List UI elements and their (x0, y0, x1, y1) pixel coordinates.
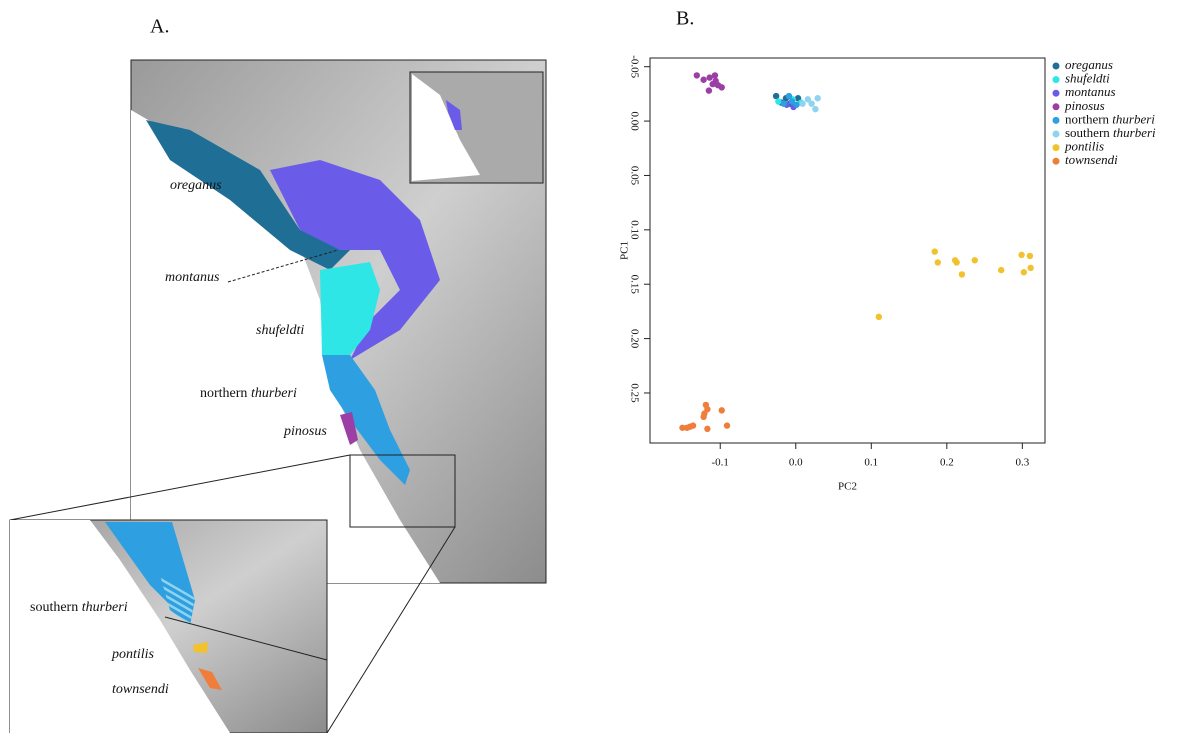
map-label: northern thurberi (200, 386, 297, 401)
y-axis-label: PC1 (619, 241, 631, 260)
point (719, 84, 725, 90)
point (724, 422, 730, 428)
plot-frame (650, 58, 1045, 443)
legend-swatch (1053, 63, 1060, 70)
map-label: pontilis (111, 647, 155, 662)
point (780, 100, 786, 106)
point (700, 414, 706, 420)
point (700, 77, 706, 83)
y-tick-label: 0.15 (628, 275, 640, 295)
y-tick-label: 0.05 (628, 166, 640, 186)
panel-label: B. (676, 8, 694, 30)
x-tick-label: 0.1 (864, 457, 878, 469)
point (719, 407, 725, 413)
point (704, 426, 710, 432)
point (935, 259, 941, 265)
legend-swatch (1053, 158, 1060, 165)
y-tick-label: 0.20 (628, 329, 640, 349)
point (876, 314, 882, 320)
point (812, 106, 818, 112)
map-label: oreganus (170, 178, 222, 193)
map-label: pinosus (283, 424, 327, 439)
map-label: townsendi (112, 682, 169, 697)
point (1021, 269, 1027, 275)
point (1027, 253, 1033, 259)
y-tick-label: -0.05 (628, 55, 640, 78)
x-tick-label: 0.3 (1015, 457, 1029, 469)
point (793, 102, 799, 108)
x-tick-label: 0.2 (940, 457, 954, 469)
point (690, 422, 696, 428)
figure: A. oreganus montanus shufeldti northern … (0, 0, 1187, 733)
x-tick-label: 0.0 (789, 457, 803, 469)
point (808, 100, 814, 106)
legend-label: townsendi (1065, 152, 1118, 167)
point (972, 257, 978, 263)
point (786, 93, 792, 99)
point (694, 72, 700, 78)
map-label: montanus (165, 270, 220, 285)
point (1018, 252, 1024, 258)
x-axis-label: PC2 (838, 481, 857, 493)
legend-swatch (1053, 117, 1060, 124)
legend-swatch (1053, 76, 1060, 83)
legend-swatch (1053, 103, 1060, 110)
map-panel: A. oreganus montanus shufeldti northern … (10, 16, 546, 733)
scatter-panel: B. -0.1 0.0 0.1 0.2 0.3 -0.05 0.00 0.05 0.10 0.15 0… (619, 8, 1157, 493)
y-tick-label: 0.10 (628, 220, 640, 240)
point (713, 78, 719, 84)
point (953, 259, 959, 265)
map-label: shufeldti (256, 323, 304, 338)
legend-swatch (1053, 90, 1060, 97)
point (706, 87, 712, 93)
x-tick-label: -0.1 (712, 457, 729, 469)
legend-swatch (1053, 144, 1060, 151)
panel-label: A. (150, 16, 169, 38)
point (932, 248, 938, 254)
map-label: southern thurberi (30, 600, 128, 615)
point (712, 72, 718, 78)
y-tick-label: 0.00 (628, 111, 640, 131)
legend-swatch (1053, 131, 1060, 138)
point (814, 95, 820, 101)
point (1027, 265, 1033, 271)
point (799, 100, 805, 106)
point (998, 267, 1004, 273)
y-tick-label: 0.25 (628, 383, 640, 403)
point (959, 271, 965, 277)
